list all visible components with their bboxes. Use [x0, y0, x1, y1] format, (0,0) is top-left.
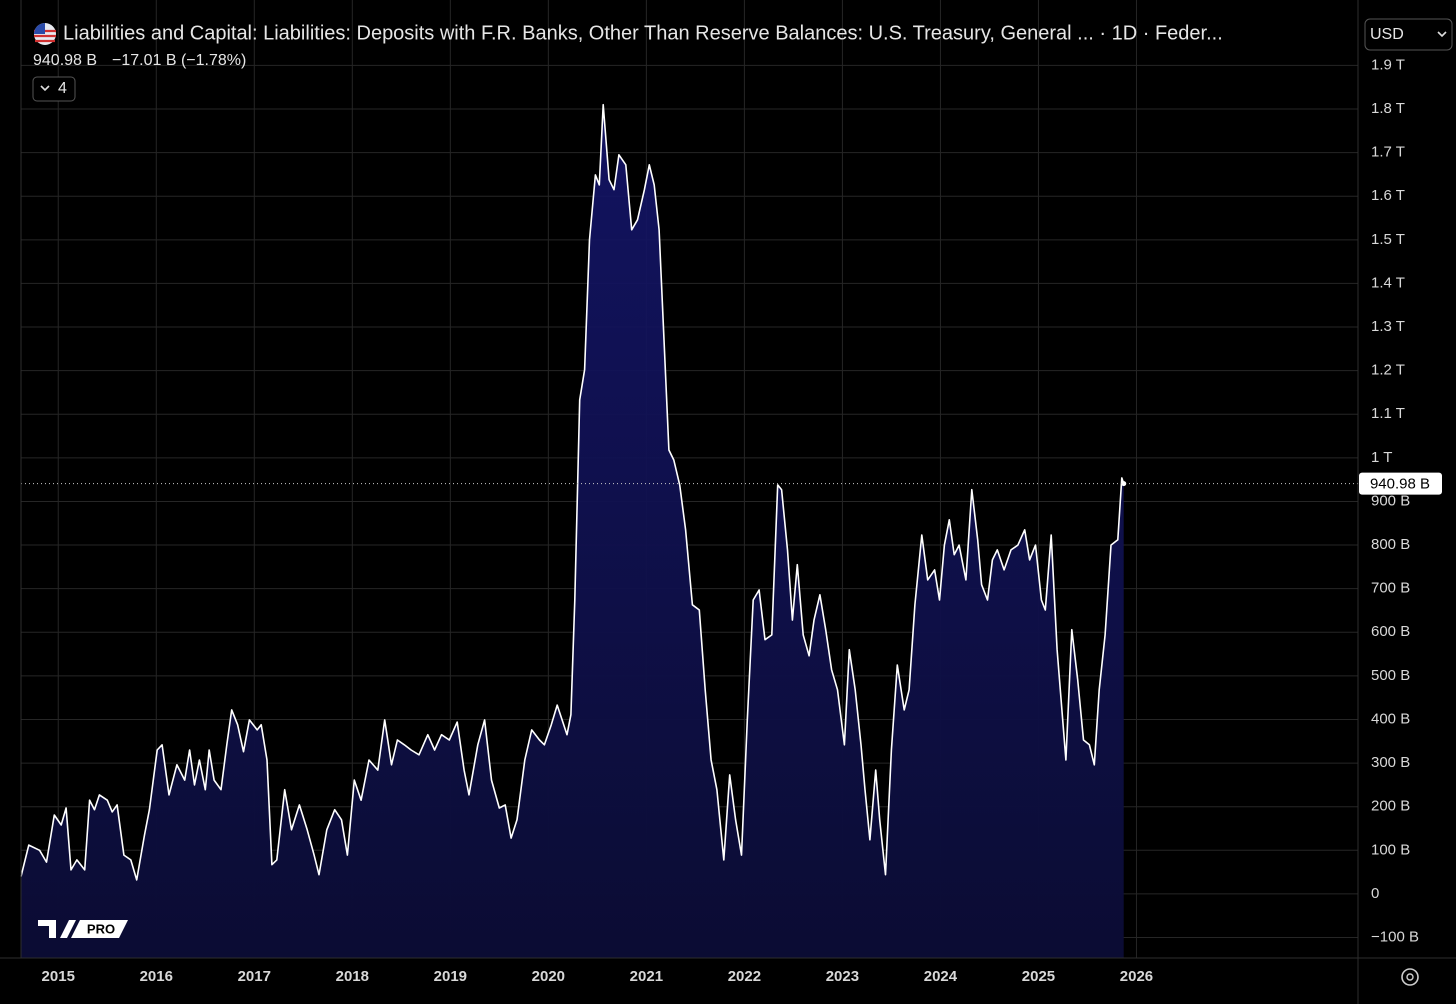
- currency-button[interactable]: [1364, 18, 1453, 51]
- axes: 1.9 T 1.8 T 1.7 T 1.6 T 1.5 T 1.4 T 1.3 T 1.2 T…: [42, 56, 1442, 985]
- area-fill: [21, 104, 1124, 958]
- y-tick-label: 1.9 T: [1371, 56, 1405, 73]
- y-tick-label: 1.7 T: [1371, 144, 1405, 161]
- y-tick-label: 900 B: [1371, 492, 1410, 509]
- y-tick-label: 800 B: [1371, 536, 1410, 553]
- y-tick-label: 300 B: [1371, 754, 1410, 771]
- pro-badge: [71, 920, 128, 938]
- y-tick-label: 1.3 T: [1371, 318, 1405, 335]
- last-price-badge: [1359, 472, 1442, 495]
- y-tick-label: 200 B: [1371, 798, 1410, 815]
- y-tick-label: 1.1 T: [1371, 405, 1405, 422]
- x-tick-label: 2018: [336, 968, 369, 985]
- currency: USD: [1370, 26, 1404, 43]
- y-tick-label: 1.6 T: [1371, 187, 1405, 204]
- x-tick-label: 2025: [1022, 968, 1055, 985]
- x-tick-label: 2020: [532, 968, 565, 985]
- y-tick-label: −100 B: [1371, 928, 1419, 945]
- pro-label: PRO: [87, 921, 115, 936]
- x-tick-label: 2023: [826, 968, 859, 985]
- y-tick-label: 100 B: [1371, 841, 1410, 858]
- last-value: 940.98 B: [33, 52, 97, 69]
- tv-logo: [38, 920, 76, 938]
- y-tick-label: 600 B: [1371, 623, 1410, 640]
- x-tick-label: 2021: [630, 968, 663, 985]
- x-tick-label: 2017: [238, 968, 271, 985]
- x-tick-label: 2024: [924, 968, 958, 985]
- series: [20, 103, 1358, 958]
- flag-canton: [34, 23, 45, 34]
- last-price-label: 940.98 B: [1370, 476, 1430, 493]
- chevron-icon: [40, 85, 50, 92]
- y-tick-label: 500 B: [1371, 667, 1410, 684]
- area-line: [20, 103, 1125, 881]
- x-tick-label: 2016: [140, 968, 173, 985]
- y-tick-label: 700 B: [1371, 580, 1410, 597]
- y-tick-label: 1.4 T: [1371, 274, 1405, 291]
- y-tick-label: 0: [1371, 885, 1379, 902]
- y-tick-label: 1.8 T: [1371, 100, 1405, 117]
- indicator-toggle[interactable]: [32, 76, 76, 102]
- settings-icon-center: [1406, 973, 1414, 981]
- settings-icon[interactable]: [1401, 968, 1419, 986]
- last-point: [1121, 481, 1127, 487]
- x-tick-label: 2015: [42, 968, 75, 985]
- currency-chevron: [1437, 31, 1447, 38]
- x-tick-label: 2019: [434, 968, 467, 985]
- indicator-count: 4: [58, 80, 67, 97]
- y-tick-label: 1 T: [1371, 449, 1392, 466]
- chart-title: Liabilities and Capital: Liabilities: De…: [63, 22, 1223, 44]
- x-tick-label: 2022: [728, 968, 761, 985]
- y-tick-label: 1.5 T: [1371, 231, 1405, 248]
- y-tick-label: 400 B: [1371, 710, 1410, 727]
- change: −17.01 B (−1.78%): [112, 52, 246, 69]
- x-tick-label: 2026: [1120, 968, 1153, 985]
- y-tick-label: 1.2 T: [1371, 362, 1405, 379]
